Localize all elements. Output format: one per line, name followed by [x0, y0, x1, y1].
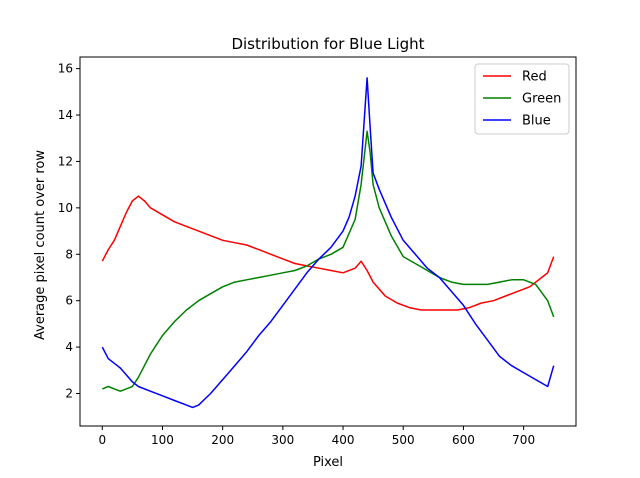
y-tick-label: 6 [65, 294, 73, 308]
series-line-red [101, 195, 555, 311]
y-tick-label: 14 [58, 108, 73, 122]
plot-frame [79, 56, 577, 427]
x-tick-label: 200 [211, 433, 234, 447]
y-axis: 2 4 6 8 10 12 14 16 [58, 62, 80, 401]
legend-box [474, 63, 570, 135]
legend-label: Blue [522, 114, 551, 129]
x-tick-label: 0 [98, 433, 106, 447]
y-axis-label: Average pixel count over row [33, 150, 48, 340]
y-tick-label: 4 [65, 340, 73, 354]
legend-label: Green [522, 92, 561, 107]
x-tick-label: 100 [151, 433, 174, 447]
x-tick-label: 300 [271, 433, 294, 447]
y-tick-label: 8 [65, 247, 73, 261]
series-line-green [102, 130, 555, 392]
y-tick-label: 2 [65, 387, 73, 401]
y-tick-label: 10 [58, 201, 73, 215]
series-line-blue [101, 77, 555, 409]
y-tick-label: 16 [58, 62, 73, 76]
plot-area [79, 56, 577, 427]
x-tick-label: 700 [512, 433, 535, 447]
x-tick-label: 400 [332, 433, 355, 447]
series-layer [101, 77, 555, 409]
x-axis: 0 100 200 300 400 500 600 700 [98, 426, 535, 447]
x-tick-label: 600 [452, 433, 475, 447]
x-tick-label: 500 [392, 433, 415, 447]
x-axis-label: Pixel [313, 455, 343, 470]
legend: Red Green Blue [474, 63, 570, 135]
y-tick-label: 12 [58, 154, 73, 168]
legend-label: Red [522, 70, 547, 85]
chart-title: Distribution for Blue Light [231, 35, 424, 53]
